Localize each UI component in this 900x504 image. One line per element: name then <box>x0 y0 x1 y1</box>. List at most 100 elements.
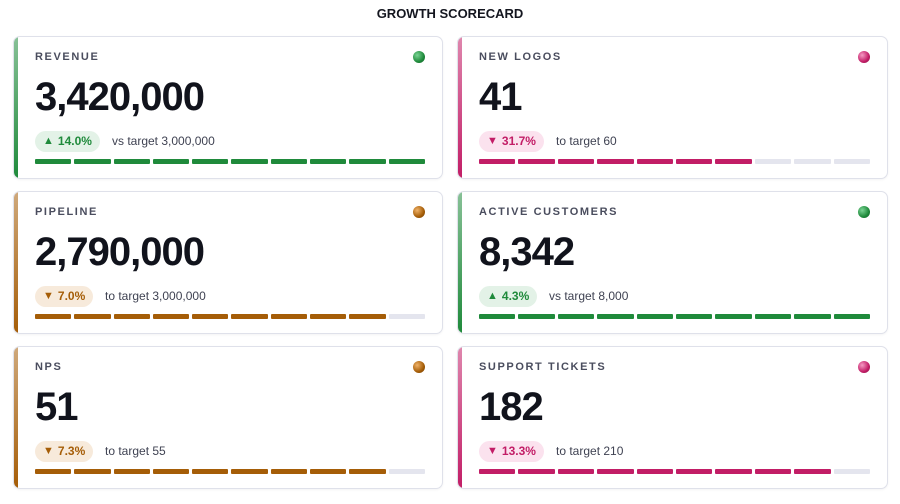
status-dot-icon <box>858 51 870 63</box>
trend-arrow-icon: ▼ <box>43 445 54 457</box>
progress-segment-filled <box>557 314 595 319</box>
progress-segment-filled <box>794 314 831 319</box>
progress-segment-filled <box>479 159 516 164</box>
target-text: to target 210 <box>556 444 624 458</box>
progress-segment-filled <box>636 314 674 319</box>
progress-segment-filled <box>794 469 831 474</box>
progress-segment-filled <box>676 469 713 474</box>
progress-segment-filled <box>715 159 752 164</box>
progress-segment-filled <box>754 469 792 474</box>
kpi-label: PIPELINE <box>35 206 98 218</box>
progress-segment-filled <box>597 314 634 319</box>
progress-segment-filled <box>152 314 190 319</box>
progress-segment-filled <box>113 314 150 319</box>
kpi-label: NEW LOGOS <box>479 51 562 63</box>
kpi-label: SUPPORT TICKETS <box>479 361 607 373</box>
change-badge: ▼ 13.3% <box>479 441 544 462</box>
kpi-card-nps: NPS 51 ▼ 7.3% to target 55 <box>13 346 443 489</box>
progress-segment-filled <box>74 314 111 319</box>
progress-segments <box>35 314 425 320</box>
status-dot-icon <box>858 361 870 373</box>
progress-segment-filled <box>152 469 190 474</box>
status-accent-bar <box>14 192 18 333</box>
progress-segment-empty <box>794 159 831 164</box>
kpi-card-new-logos: NEW LOGOS 41 ▼ 31.7% to target 60 <box>457 36 888 179</box>
progress-segment-filled <box>270 469 308 474</box>
kpi-card-pipeline: PIPELINE 2,790,000 ▼ 7.0% to target 3,00… <box>13 191 443 334</box>
progress-segment-filled <box>597 159 634 164</box>
progress-segment-filled <box>636 159 674 164</box>
change-badge: ▼ 7.3% <box>35 441 94 462</box>
progress-segment-filled <box>192 159 229 164</box>
progress-segment-filled <box>310 469 347 474</box>
progress-segment-filled <box>388 159 425 164</box>
progress-segment-filled <box>74 469 111 474</box>
progress-segments <box>479 314 871 320</box>
progress-segment-filled <box>310 159 347 164</box>
status-accent-bar <box>458 347 462 488</box>
kpi-card-support-tickets: SUPPORT TICKETS 182 ▼ 13.3% to target 21… <box>457 346 888 489</box>
kpi-label: REVENUE <box>35 51 100 63</box>
scorecard-grid: REVENUE 3,420,000 ▲ 14.0% vs target 3,00… <box>13 36 888 489</box>
change-badge: ▼ 31.7% <box>479 131 544 152</box>
progress-segment-filled <box>349 159 386 164</box>
change-badge: ▲ 14.0% <box>35 131 100 152</box>
progress-segment-filled <box>74 159 111 164</box>
progress-segment-filled <box>636 469 674 474</box>
progress-segment-filled <box>270 159 308 164</box>
progress-segment-filled <box>310 314 347 319</box>
progress-segment-filled <box>35 314 72 319</box>
status-accent-bar <box>458 37 462 178</box>
progress-segment-filled <box>518 314 555 319</box>
progress-segment-filled <box>676 159 713 164</box>
kpi-value: 8,342 <box>479 230 575 274</box>
progress-segments <box>479 159 871 165</box>
kpi-label: NPS <box>35 361 63 373</box>
progress-segment-filled <box>518 469 555 474</box>
progress-segment-filled <box>231 469 268 474</box>
kpi-value: 51 <box>35 385 78 429</box>
trend-arrow-icon: ▲ <box>43 135 54 147</box>
progress-segment-filled <box>270 314 308 319</box>
kpi-card-revenue: REVENUE 3,420,000 ▲ 14.0% vs target 3,00… <box>13 36 443 179</box>
progress-segment-empty <box>833 159 871 164</box>
status-dot-icon <box>413 206 425 218</box>
progress-segment-empty <box>754 159 792 164</box>
change-value: 31.7% <box>501 134 536 148</box>
progress-segment-filled <box>113 159 150 164</box>
progress-segment-filled <box>479 314 516 319</box>
progress-segment-filled <box>231 314 268 319</box>
kpi-value: 2,790,000 <box>35 230 205 274</box>
change-value: 4.3% <box>501 289 530 303</box>
progress-segment-filled <box>715 469 752 474</box>
progress-segment-filled <box>231 159 268 164</box>
progress-segment-filled <box>518 159 555 164</box>
progress-segments <box>35 469 425 475</box>
target-text: to target 55 <box>105 444 166 458</box>
progress-segment-filled <box>349 469 386 474</box>
status-accent-bar <box>14 347 18 488</box>
progress-segment-filled <box>597 469 634 474</box>
change-badge: ▲ 4.3% <box>479 286 538 307</box>
progress-segment-filled <box>349 314 386 319</box>
progress-segment-empty <box>833 469 871 474</box>
change-value: 7.3% <box>57 444 86 458</box>
trend-arrow-icon: ▼ <box>487 445 498 457</box>
target-text: vs target 3,000,000 <box>112 134 215 148</box>
kpi-value: 3,420,000 <box>35 75 205 119</box>
progress-segment-empty <box>388 314 425 319</box>
change-value: 13.3% <box>501 444 536 458</box>
progress-segment-filled <box>557 469 595 474</box>
status-dot-icon <box>413 51 425 63</box>
progress-segment-filled <box>35 469 72 474</box>
target-text: vs target 8,000 <box>549 289 629 303</box>
target-text: to target 60 <box>556 134 617 148</box>
progress-segment-filled <box>676 314 713 319</box>
page-title: GROWTH SCORECARD <box>376 6 524 21</box>
status-accent-bar <box>458 192 462 333</box>
trend-arrow-icon: ▼ <box>487 135 498 147</box>
progress-segment-empty <box>388 469 425 474</box>
progress-segment-filled <box>192 314 229 319</box>
progress-segments <box>479 469 871 475</box>
kpi-value: 41 <box>479 75 522 119</box>
